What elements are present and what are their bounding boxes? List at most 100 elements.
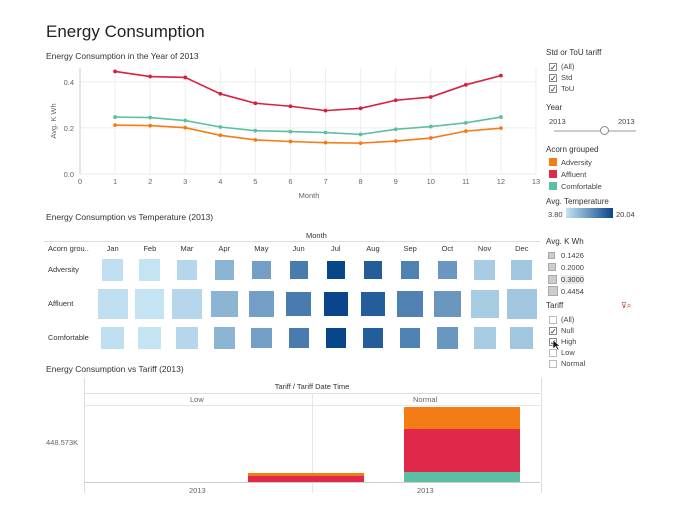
heatmap-cell[interactable] (397, 291, 424, 317)
heatmap-cell[interactable] (214, 260, 234, 280)
legend-item-affluent[interactable]: Affluent (549, 168, 602, 180)
year-max: 2013 (618, 117, 635, 126)
filter-item-normal[interactable]: Normal (549, 358, 585, 369)
heatmap-cell[interactable] (507, 289, 537, 319)
heatmap-cell[interactable] (138, 326, 162, 350)
heatmap-cell[interactable] (360, 291, 386, 317)
data-point-comfortable (499, 115, 503, 119)
x-tick-label: 0 (78, 177, 82, 186)
heatmap-cell[interactable] (326, 261, 345, 279)
heatmap-cell[interactable] (438, 260, 457, 280)
heatmap-cell[interactable] (363, 328, 383, 348)
checkbox-checked[interactable]: ✓ (549, 73, 557, 83)
heatmap-cell[interactable] (401, 260, 420, 279)
data-point-adversity (253, 137, 258, 142)
heatmap-cell[interactable] (101, 326, 125, 350)
heatmap-cell[interactable] (323, 291, 348, 317)
checkbox-checked[interactable]: ✓ (549, 326, 557, 336)
filter-item-all[interactable]: (All) (549, 314, 585, 325)
data-point-adversity (463, 129, 468, 134)
heatmap-cell[interactable] (213, 327, 235, 349)
swatch-icon (549, 170, 557, 178)
data-point-comfortable (113, 115, 117, 119)
data-point-adversity (183, 125, 188, 130)
heatmap-cell[interactable] (436, 327, 458, 349)
size-label: 0.4454 (561, 286, 584, 296)
series-line-comfortable (115, 116, 502, 136)
filter-label: Low (561, 348, 575, 357)
heatmap-cell[interactable] (474, 259, 495, 281)
legend-label: Adversity (561, 157, 592, 167)
x-tick-label: 13 (532, 177, 540, 186)
acorn-legend: Adversity Affluent Comfortable (549, 156, 602, 192)
legend-item-comfortable[interactable]: Comfortable (549, 180, 602, 192)
data-point-affluent (463, 82, 468, 87)
avg-temp-gradient (566, 208, 613, 218)
data-point-adversity (288, 139, 293, 144)
filter-label: (All) (561, 62, 575, 71)
heatmap-row-header: Acorn grou.. (48, 244, 89, 253)
filter-item-tou[interactable]: ✓ ToU (549, 83, 574, 94)
avg-temp-max: 20.04 (616, 210, 635, 219)
heatmap-cell[interactable] (511, 259, 533, 281)
tariff-bars (84, 405, 540, 482)
bar-segment-affluent[interactable] (248, 476, 364, 482)
heatmap-cell[interactable] (364, 261, 382, 279)
heatmap-cell[interactable] (510, 326, 534, 350)
heatmap-cell[interactable] (172, 289, 202, 319)
bar-segment-adversity[interactable] (404, 407, 520, 430)
heatmap-cell[interactable] (139, 259, 161, 281)
heatmap-cell[interactable] (175, 326, 199, 350)
bar-segment-affluent[interactable] (404, 429, 520, 473)
checkbox-checked[interactable]: ✓ (549, 62, 557, 72)
checkbox-unchecked[interactable] (549, 315, 557, 324)
swatch-icon (549, 182, 557, 190)
heatmap-cell[interactable] (210, 290, 238, 318)
year-slider-track[interactable] (554, 130, 636, 132)
clear-filter-icon[interactable]: ⊽⌕ (621, 301, 632, 310)
avg-kwh-legend-title: Avg. K Wh (546, 237, 584, 246)
data-point-affluent (428, 95, 433, 99)
line-chart-title: Energy Consumption in the Year of 2013 (46, 51, 199, 61)
data-point-adversity (148, 123, 153, 128)
filter-item-std[interactable]: ✓ Std (549, 72, 574, 83)
heatmap-cell[interactable] (176, 259, 198, 281)
bar-segment-adversity[interactable] (248, 473, 364, 477)
filter-item-all[interactable]: ✓ (All) (549, 61, 574, 72)
legend-item-adversity[interactable]: Adversity (549, 156, 602, 168)
heatmap-cell[interactable] (286, 291, 311, 317)
filter-item-null[interactable]: ✓ Null (549, 325, 585, 336)
heatmap-cell[interactable] (399, 327, 421, 349)
x-tick-label: 10 (427, 177, 435, 186)
heatmap-cell[interactable] (325, 328, 346, 348)
tariff-chart-frame (84, 378, 542, 493)
heatmap-cell[interactable] (252, 260, 271, 280)
heatmap-month-label: Jan (106, 244, 119, 253)
x-tick-label: 5 (253, 177, 257, 186)
data-point-comfortable (463, 120, 468, 125)
heatmap-cell[interactable] (473, 327, 496, 349)
x-tick-label: 8 (359, 177, 363, 186)
data-point-comfortable (323, 130, 328, 135)
heatmap-month-label: Oct (441, 244, 454, 253)
heatmap-cell[interactable] (288, 327, 309, 349)
heatmap-cell[interactable] (434, 290, 461, 318)
avg-kwh-legend: 0.1426 0.2000 0.3000 0.4454 (548, 249, 584, 297)
heatmap-cell[interactable] (251, 327, 272, 349)
year-slider-handle[interactable] (600, 126, 609, 135)
checkbox-unchecked[interactable] (549, 359, 557, 368)
avg-temp-min: 3.80 (548, 210, 563, 219)
heatmap-cell[interactable] (101, 259, 124, 281)
heatmap-cell[interactable] (470, 289, 499, 319)
heatmap-cell[interactable] (248, 291, 275, 317)
checkbox-checked[interactable]: ✓ (549, 84, 557, 94)
heatmap-month-label: Mar (180, 244, 194, 253)
bar-segment-comfortable[interactable] (404, 472, 520, 482)
heatmap-cell[interactable] (135, 289, 165, 319)
heatmap-cell[interactable] (97, 289, 128, 319)
heatmap-cell[interactable] (289, 261, 308, 279)
data-point-affluent (148, 74, 153, 79)
size-square-icon (548, 251, 555, 259)
size-legend-item: 0.4454 (548, 285, 584, 297)
tariff-chart-title: Energy Consumption vs Tariff (2013) (46, 364, 184, 374)
